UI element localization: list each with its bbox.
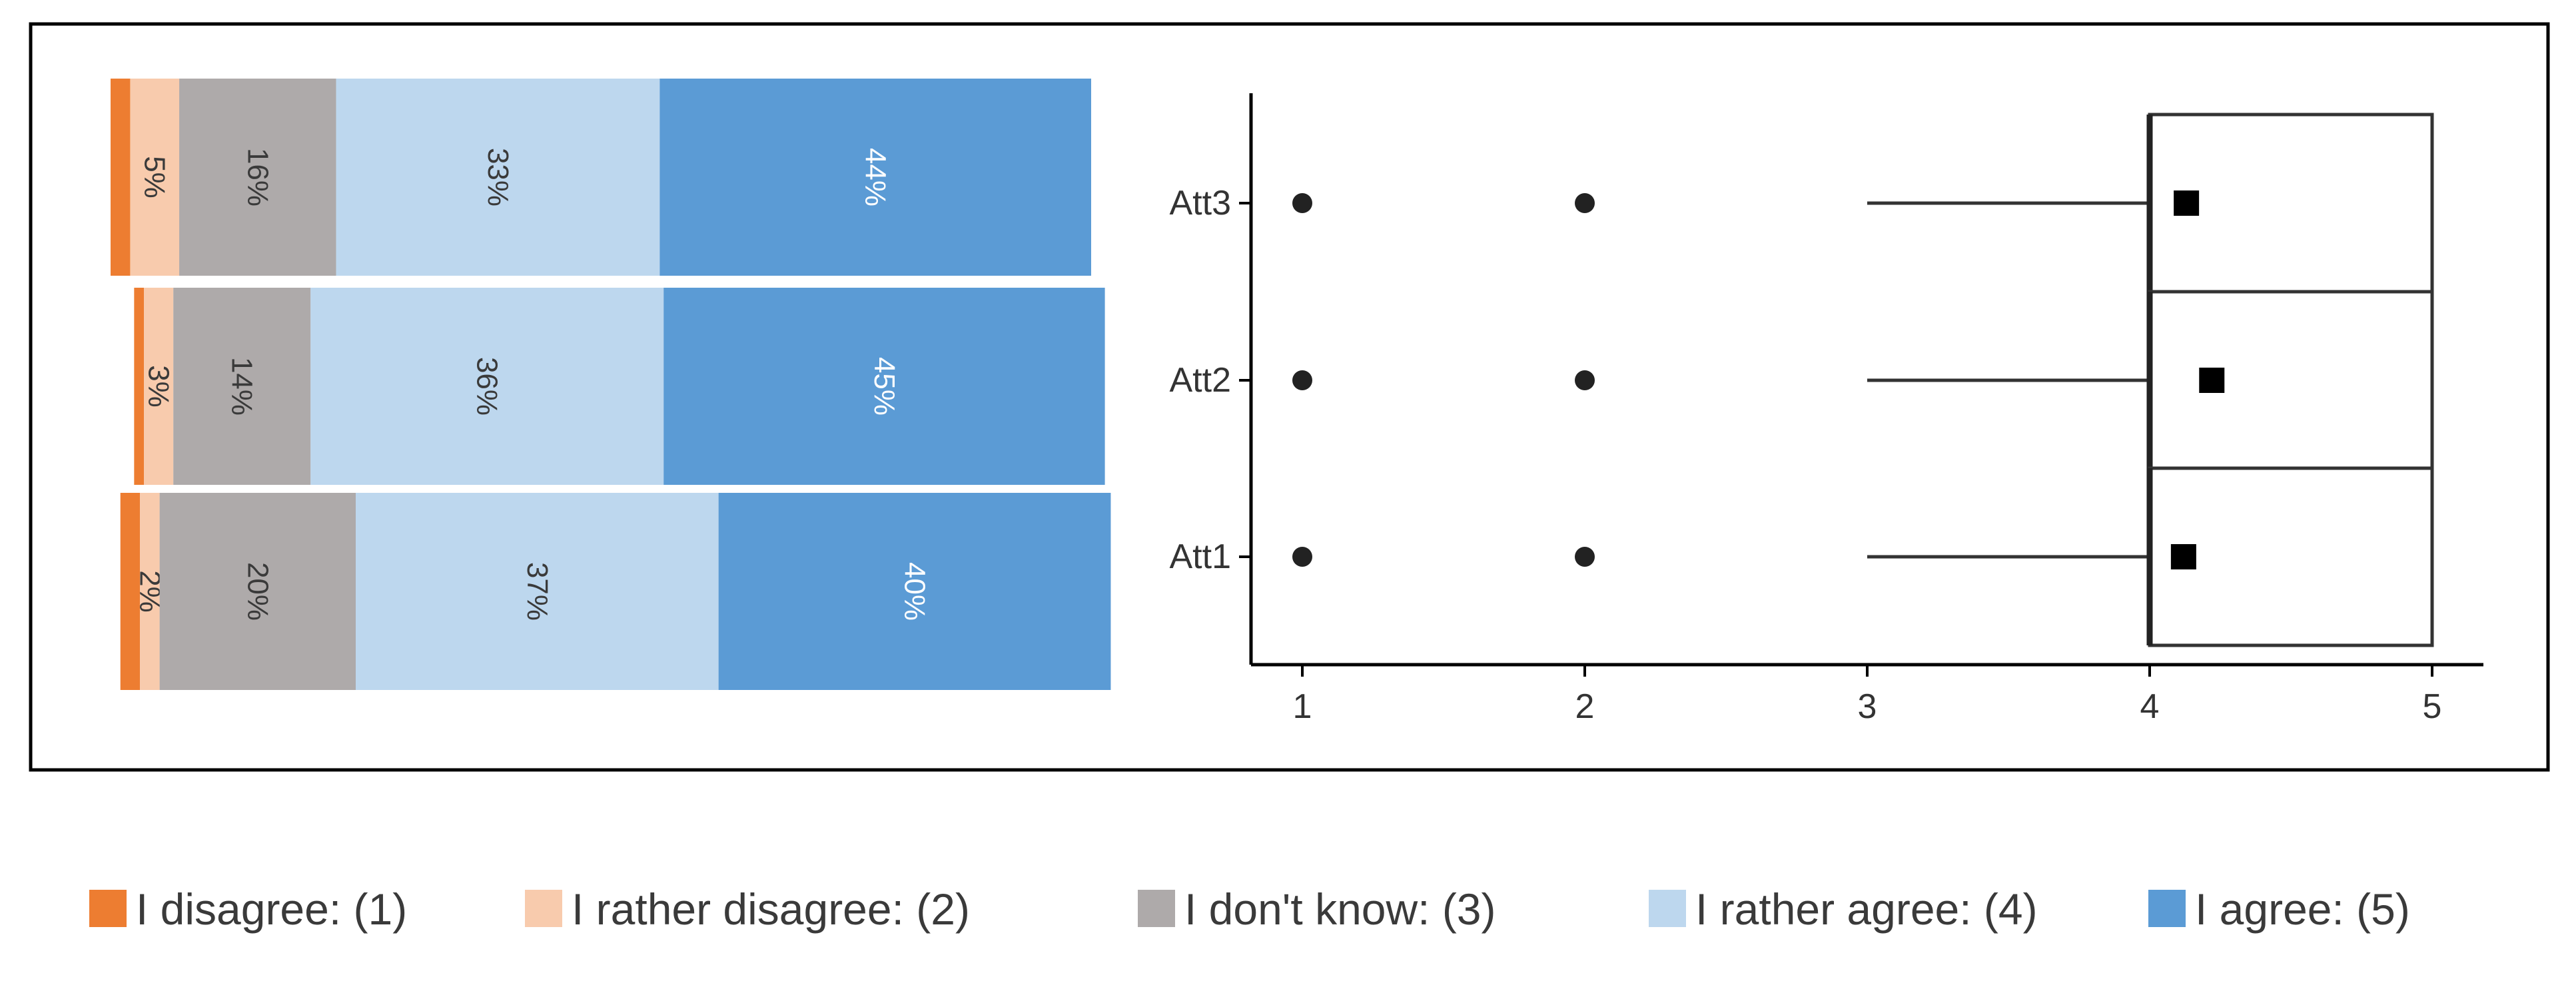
legend-swatch-2	[525, 890, 562, 927]
box-rect-att2	[2148, 290, 2434, 471]
bar-segment-att3-1	[111, 79, 131, 276]
bar-segment-att3-5	[659, 79, 1091, 276]
x-tick-label-4: 4	[2140, 687, 2160, 726]
bar-segment-att2-1	[134, 288, 145, 485]
bar-segment-att2-5	[663, 288, 1105, 485]
legend-item-5: I agree: (5)	[2148, 884, 2410, 934]
mean-marker-att2	[2199, 368, 2225, 393]
outlier-point-att3-2	[1575, 193, 1595, 213]
bar-row-att3: 5% 16% 33% 44%	[111, 79, 1091, 276]
outlier-point-att2-1	[1292, 370, 1312, 390]
box-att2: Att2	[1170, 290, 2434, 471]
segment-label-att2-4: 36%	[471, 357, 504, 416]
bar-row-att1: 2% 20% 37% 40%	[120, 493, 1111, 690]
y-tick-label-att2: Att2	[1170, 361, 1232, 400]
bar-segment-att1-2	[140, 493, 160, 690]
stacked-bar-chart: 5% 16% 33% 44%3% 14% 36% 45%2% 20% 37% 40%	[111, 79, 1111, 690]
legend-item-1: I disagree: (1)	[89, 884, 407, 934]
legend-label-1: I disagree: (1)	[136, 884, 407, 934]
bar-segment-att2-3	[173, 288, 311, 485]
bar-row-att2: 3% 14% 36% 45%	[134, 288, 1105, 485]
bar-segment-att1-1	[120, 493, 141, 690]
segment-label-att2-5: 45%	[868, 357, 901, 416]
legend-item-2: I rather disagree: (2)	[525, 884, 970, 934]
x-tick-label-2: 2	[1575, 687, 1595, 726]
segment-label-att2-2: 3%	[143, 365, 175, 408]
mean-marker-att1	[2170, 544, 2196, 569]
segment-label-att1-5: 40%	[899, 562, 931, 621]
box-rect-att1	[2148, 466, 2434, 647]
outlier-point-att1-1	[1292, 547, 1312, 567]
y-tick-label-att3: Att3	[1170, 184, 1232, 222]
x-tick-label-1: 1	[1293, 687, 1312, 726]
legend-label-2: I rather disagree: (2)	[572, 884, 970, 934]
segment-label-att3-3: 16%	[241, 148, 274, 206]
bar-segment-att1-5	[718, 493, 1111, 690]
bar-segment-att2-2	[144, 288, 174, 485]
segment-label-att1-4: 37%	[521, 562, 554, 621]
legend: I disagree: (1) I rather disagree: (2) I d…	[89, 884, 2410, 934]
outlier-point-att2-2	[1575, 370, 1595, 390]
legend-label-5: I agree: (5)	[2195, 884, 2410, 934]
legend-swatch-1	[89, 890, 127, 927]
bar-segment-att3-2	[130, 79, 180, 276]
x-tick-label-3: 3	[1858, 687, 1877, 726]
legend-swatch-4	[1649, 890, 1686, 927]
legend-label-3: I don't know: (3)	[1184, 884, 1496, 934]
outlier-point-att1-2	[1575, 547, 1595, 567]
legend-swatch-3	[1138, 890, 1175, 927]
legend-item-3: I don't know: (3)	[1138, 884, 1496, 934]
x-tick-label-5: 5	[2423, 687, 2442, 726]
legend-label-4: I rather agree: (4)	[1695, 884, 2038, 934]
bar-segment-att2-4	[310, 288, 664, 485]
bar-segment-att1-3	[159, 493, 356, 690]
segment-label-att1-3: 20%	[241, 562, 274, 621]
segment-label-att3-4: 33%	[482, 148, 514, 206]
segment-label-att3-5: 44%	[859, 148, 892, 206]
legend-item-4: I rather agree: (4)	[1649, 884, 2038, 934]
bar-segment-att1-4	[356, 493, 719, 690]
bar-segment-att3-3	[179, 79, 336, 276]
bar-segment-att3-4	[336, 79, 660, 276]
box-att1: Att1	[1170, 466, 2434, 647]
segment-label-att2-3: 14%	[226, 357, 258, 416]
mean-marker-att3	[2174, 190, 2200, 216]
segment-label-att3-2: 5%	[139, 156, 171, 198]
y-tick-label-att1: Att1	[1170, 537, 1232, 576]
boxplot-chart: 1 2 3 4 5 Att3 Att2 Att1	[1170, 93, 2483, 726]
box-att3: Att3	[1170, 113, 2434, 294]
outlier-point-att3-1	[1292, 193, 1312, 213]
legend-swatch-5	[2148, 890, 2186, 927]
